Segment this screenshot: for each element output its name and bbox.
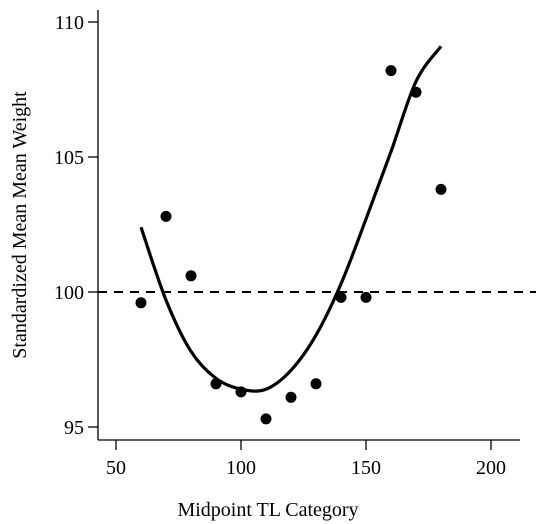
plot-frame: [97, 10, 520, 441]
y-tick-label: 105: [54, 147, 84, 169]
data-point: [185, 270, 197, 282]
data-point: [285, 391, 297, 403]
data-point: [385, 65, 397, 77]
data-points: [135, 65, 447, 425]
x-tick-label: 150: [351, 457, 381, 479]
y-axis-label: Standardized Mean Mean Weight: [9, 91, 31, 359]
data-point: [235, 386, 247, 398]
y-tick-label: 95: [64, 417, 84, 439]
data-point: [410, 86, 422, 98]
x-axis-label: Midpoint TL Category: [177, 499, 358, 521]
x-axis-ticks: 50 100 150 200: [106, 440, 506, 479]
y-axis-ticks: 95 100 105 110: [54, 12, 98, 439]
data-point: [260, 413, 272, 425]
quadratic-fit-curve: [139, 45, 443, 393]
x-tick-label: 100: [226, 457, 256, 479]
y-tick-label: 110: [55, 12, 84, 34]
data-point: [210, 378, 222, 390]
data-point: [310, 378, 322, 390]
x-tick-label: 200: [476, 457, 506, 479]
data-point: [335, 291, 347, 303]
y-tick-label: 100: [54, 282, 84, 304]
data-point: [435, 183, 447, 195]
x-tick-label: 50: [106, 457, 126, 479]
data-point: [360, 291, 372, 303]
data-point: [160, 210, 172, 222]
data-point: [135, 297, 147, 309]
